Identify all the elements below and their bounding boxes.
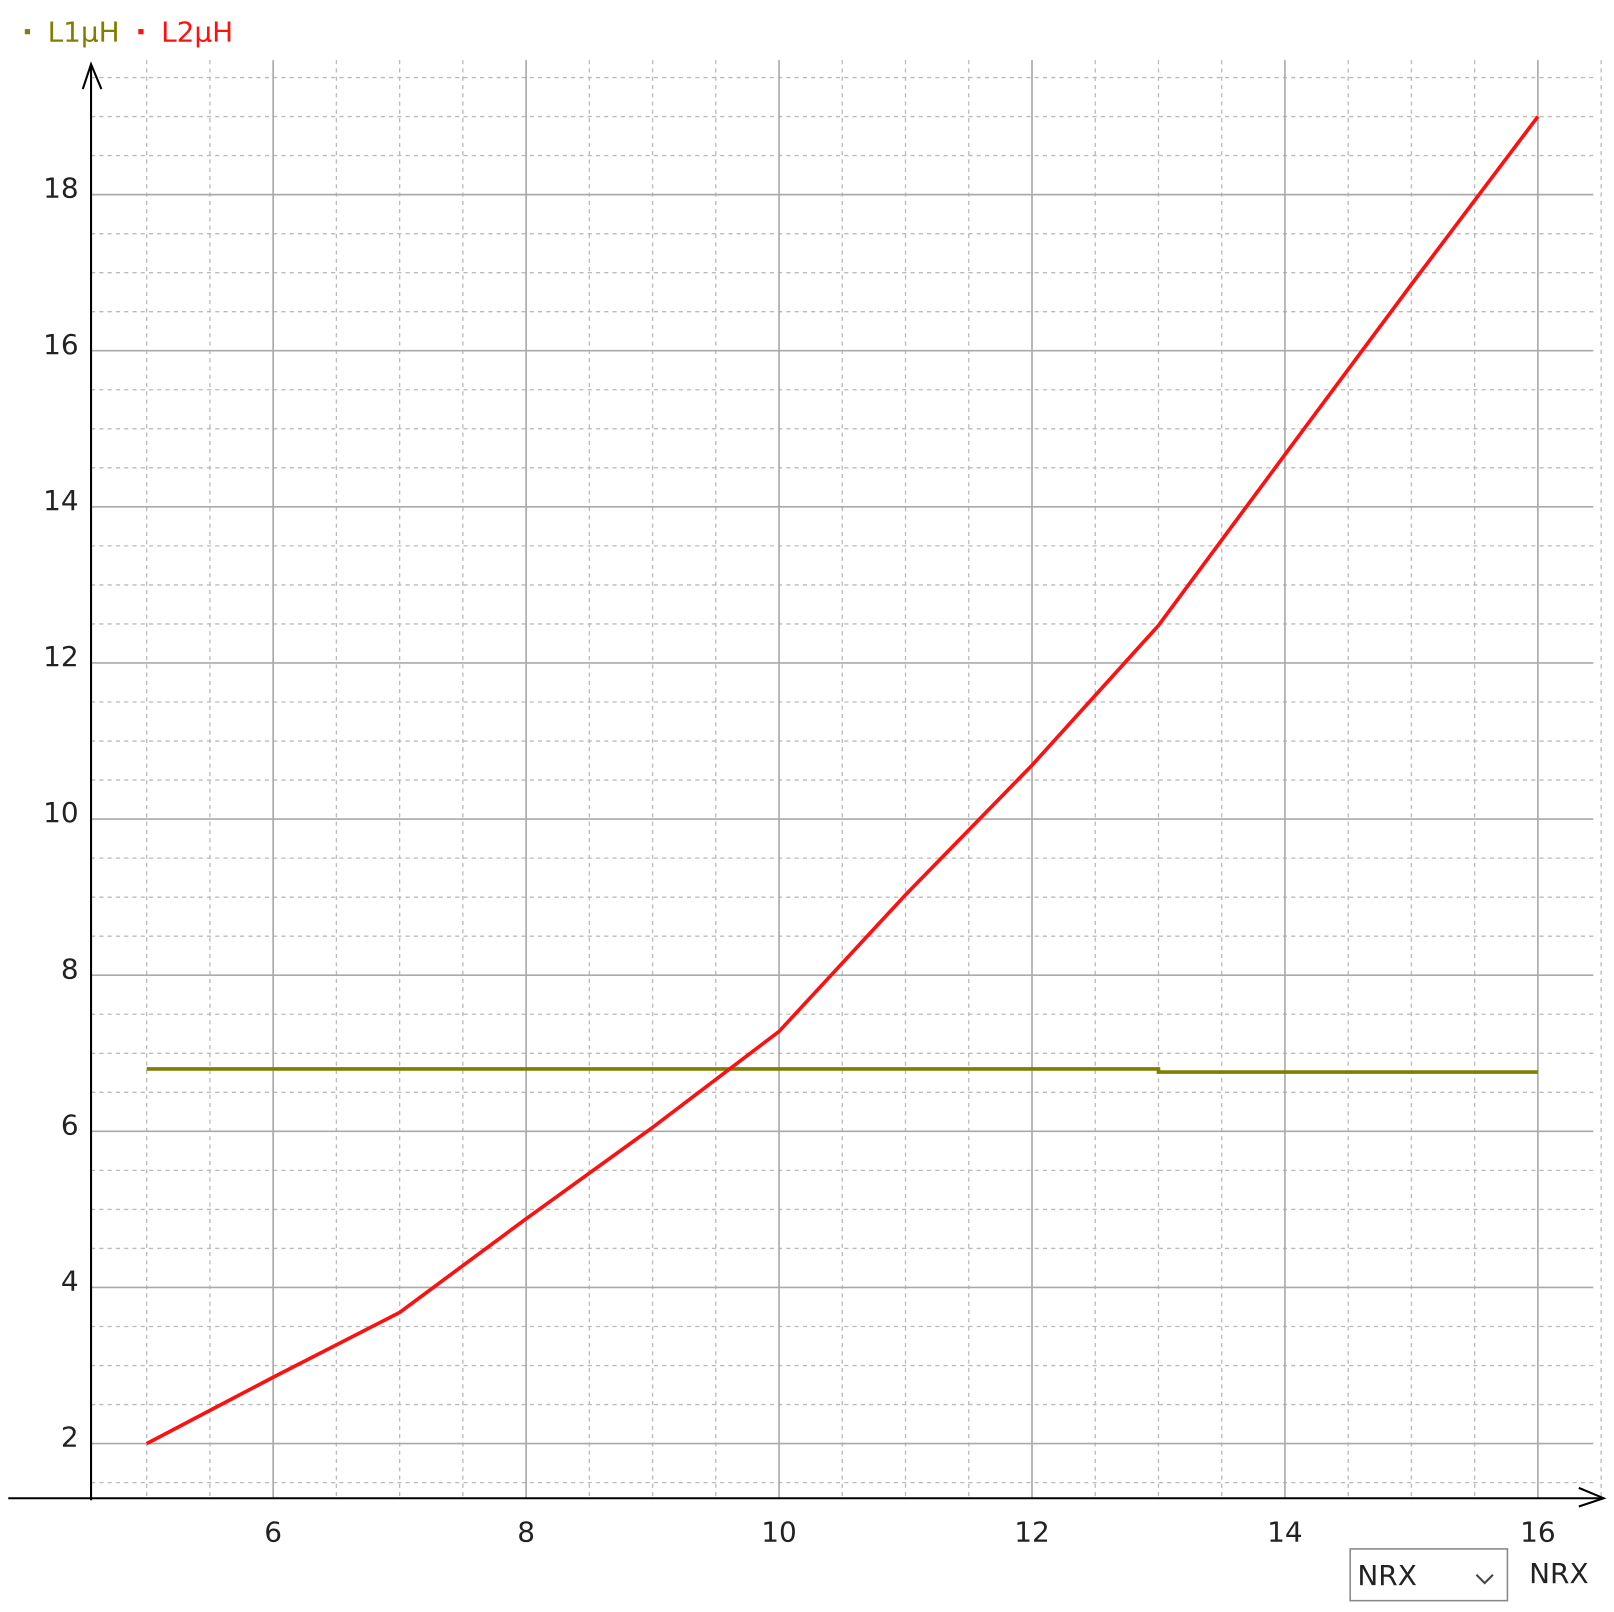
y-axis-arrow xyxy=(81,61,103,90)
y-tick-label: 8 xyxy=(61,952,79,985)
legend-swatch xyxy=(24,29,31,35)
legend-swatch xyxy=(138,29,144,35)
x-tick-label: 6 xyxy=(264,1516,282,1549)
x-tick-label: 10 xyxy=(761,1516,797,1549)
x-axis-label: NRX xyxy=(1529,1557,1588,1590)
selector-chevron[interactable] xyxy=(1475,1574,1494,1585)
y-tick-label: 18 xyxy=(43,172,79,205)
plot: 6 8 10 12 14 16 2 4 6 8 10 12 14 16 18 L1µH L2µH xyxy=(8,15,1607,1549)
x-tick-label: 14 xyxy=(1267,1516,1303,1549)
y-tick-label: 4 xyxy=(61,1265,79,1298)
y-tick-label: 10 xyxy=(43,796,79,829)
x-tick-label: 12 xyxy=(1014,1516,1050,1549)
x-tick-label: 8 xyxy=(517,1516,535,1549)
legend-label: L2µH xyxy=(161,15,233,48)
selector-text[interactable]: NRX xyxy=(1357,1559,1416,1592)
y-tick-label: 14 xyxy=(43,484,79,517)
x-tick-label: 16 xyxy=(1520,1516,1556,1549)
y-tick-label: 6 xyxy=(61,1108,79,1141)
selector-box[interactable] xyxy=(1349,1548,1509,1602)
x-axis-arrow xyxy=(1578,1486,1607,1508)
x-selector[interactable]: NRX xyxy=(1349,1548,1509,1602)
y-tick-label: 16 xyxy=(43,328,79,361)
y-tick-label: 2 xyxy=(61,1421,79,1454)
series-line xyxy=(145,115,1540,1446)
legend-label: L1µH xyxy=(48,15,120,48)
series-line xyxy=(146,1067,1538,1074)
y-tick-label: 12 xyxy=(43,640,79,673)
